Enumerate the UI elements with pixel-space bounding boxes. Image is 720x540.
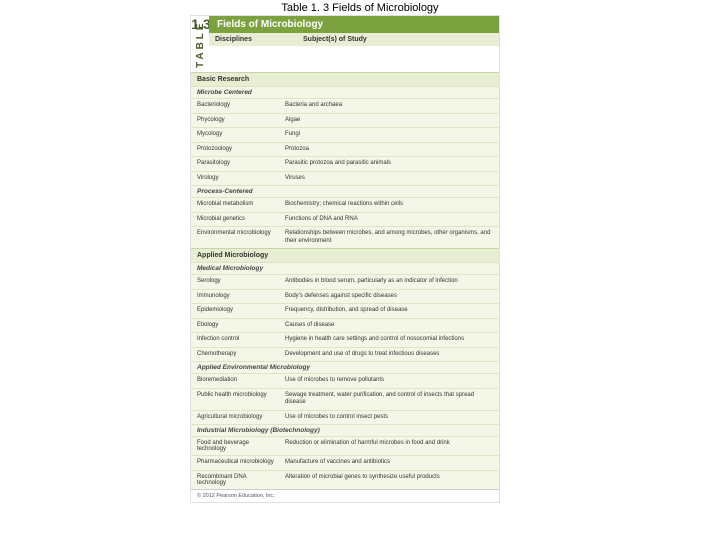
copyright-line: © 2012 Pearson Education, Inc. [191, 489, 499, 502]
discipline-cell: Immunology [191, 290, 283, 304]
discipline-cell: Microbial genetics [191, 213, 283, 227]
subject-cell: Parasitic protozoa and parasitic animals [283, 157, 499, 171]
table-top-row: 1.3 TABLE Fields of Microbiology Discipl… [191, 16, 499, 72]
table-label-vertical: TABLE [193, 34, 208, 72]
table-row: ChemotherapyDevelopment and use of drugs… [191, 347, 499, 362]
subject-cell: Use of microbes to control insect pests [283, 411, 499, 425]
discipline-cell: Serology [191, 275, 283, 289]
discipline-cell: Public health microbiology [191, 389, 283, 410]
subject-cell: Antibodies in blood serum, particularly … [283, 275, 499, 289]
table-row: EtiologyCauses of disease [191, 318, 499, 333]
subject-cell: Relationships between microbes, and amon… [283, 227, 499, 248]
table-row: BacteriologyBacteria and archaea [191, 98, 499, 113]
page-caption: Table 1. 3 Fields of Microbiology [0, 2, 720, 14]
table-body: Basic ResearchMicrobe CenteredBacteriolo… [191, 72, 499, 489]
subject-cell: Frequency, distribution, and spread of d… [283, 304, 499, 318]
subsection-header: Microbe Centered [191, 86, 499, 98]
table-row: Food and beverage technologyReduction or… [191, 436, 499, 455]
subject-cell: Manufacture of vaccines and antibiotics [283, 456, 499, 470]
table-row: Agricultural microbiologyUse of microbes… [191, 410, 499, 425]
subject-cell: Development and use of drugs to treat in… [283, 348, 499, 362]
subject-cell: Hygiene in health care settings and cont… [283, 333, 499, 347]
subject-cell: Alteration of microbial genes to synthes… [283, 471, 499, 489]
table-row: VirologyViruses [191, 171, 499, 186]
subject-cell: Body's defenses against specific disease… [283, 290, 499, 304]
table-row: PhycologyAlgae [191, 113, 499, 128]
discipline-cell: Parasitology [191, 157, 283, 171]
table-row: Pharmaceutical microbiologyManufacture o… [191, 455, 499, 470]
subject-cell: Biochemistry; chemical reactions within … [283, 198, 499, 212]
discipline-cell: Infection control [191, 333, 283, 347]
table-row: BioremediationUse of microbes to remove … [191, 373, 499, 388]
section-header: Applied Microbiology [191, 248, 499, 262]
discipline-cell: Epidemiology [191, 304, 283, 318]
table-row: Infection controlHygiene in health care … [191, 332, 499, 347]
subject-cell: Use of microbes to remove pollutants [283, 374, 499, 388]
section-header: Basic Research [191, 72, 499, 86]
subsection-header: Process-Centered [191, 185, 499, 197]
discipline-cell: Etiology [191, 319, 283, 333]
table-row: ParasitologyParasitic protozoa and paras… [191, 156, 499, 171]
subject-cell: Reduction or elimination of harmful micr… [283, 437, 499, 455]
table-row: Microbial metabolismBiochemistry; chemic… [191, 197, 499, 212]
subject-cell: Bacteria and archaea [283, 99, 499, 113]
discipline-cell: Phycology [191, 114, 283, 128]
discipline-cell: Protozoology [191, 143, 283, 157]
table-row: Microbial geneticsFunctions of DNA and R… [191, 212, 499, 227]
header-disciplines: Disciplines [209, 33, 301, 46]
subject-cell: Fungi [283, 128, 499, 142]
subject-cell: Protozoa [283, 143, 499, 157]
discipline-cell: Environmental microbiology [191, 227, 283, 248]
microbiology-table: 1.3 TABLE Fields of Microbiology Discipl… [190, 15, 500, 503]
discipline-cell: Virology [191, 172, 283, 186]
table-row: Recombinant DNA technologyAlteration of … [191, 470, 499, 489]
subsection-header: Medical Microbiology [191, 262, 499, 274]
subject-cell: Functions of DNA and RNA [283, 213, 499, 227]
discipline-cell: Pharmaceutical microbiology [191, 456, 283, 470]
subsection-header: Applied Environmental Microbiology [191, 361, 499, 373]
discipline-cell: Microbial metabolism [191, 198, 283, 212]
subsection-header: Industrial Microbiology (Biotechnology) [191, 424, 499, 436]
discipline-cell: Bacteriology [191, 99, 283, 113]
discipline-cell: Chemotherapy [191, 348, 283, 362]
table-title-bar: Fields of Microbiology [209, 16, 499, 33]
table-row: EpidemiologyFrequency, distribution, and… [191, 303, 499, 318]
discipline-cell: Bioremediation [191, 374, 283, 388]
discipline-cell: Recombinant DNA technology [191, 471, 283, 489]
table-row: ProtozoologyProtozoa [191, 142, 499, 157]
table-row: MycologyFungi [191, 127, 499, 142]
subject-cell: Algae [283, 114, 499, 128]
discipline-cell: Agricultural microbiology [191, 411, 283, 425]
header-subjects: Subject(s) of Study [301, 33, 499, 46]
subject-cell: Sewage treatment, water purification, an… [283, 389, 499, 410]
table-column-headers: Disciplines Subject(s) of Study [209, 33, 499, 46]
table-row: ImmunologyBody's defenses against specif… [191, 289, 499, 304]
table-row: Public health microbiologySewage treatme… [191, 388, 499, 410]
subject-cell: Causes of disease [283, 319, 499, 333]
table-row: SerologyAntibodies in blood serum, parti… [191, 274, 499, 289]
discipline-cell: Food and beverage technology [191, 437, 283, 455]
table-side-label-col: 1.3 TABLE [191, 16, 209, 72]
table-row: Environmental microbiologyRelationships … [191, 226, 499, 248]
discipline-cell: Mycology [191, 128, 283, 142]
table-main-header-col: Fields of Microbiology Disciplines Subje… [209, 16, 499, 72]
subject-cell: Viruses [283, 172, 499, 186]
